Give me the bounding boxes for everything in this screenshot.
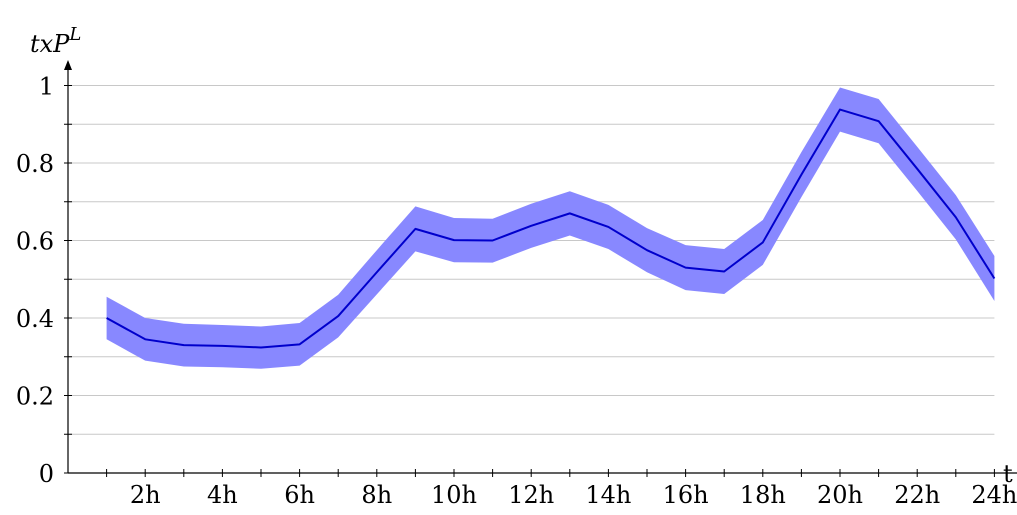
x-axis-label: t bbox=[1003, 460, 1013, 488]
x-tick-label: 12h bbox=[508, 481, 554, 509]
x-tick-label: 2h bbox=[130, 481, 161, 509]
x-tick-label: 18h bbox=[740, 481, 786, 509]
x-tick-label: 20h bbox=[817, 481, 863, 509]
gridlines bbox=[68, 85, 995, 435]
y-tick-label: 0.8 bbox=[16, 150, 54, 178]
y-tick-label: 0.4 bbox=[16, 305, 54, 333]
y-axis-label: txPL bbox=[30, 24, 81, 58]
series-line bbox=[106, 108, 996, 349]
tick-marks bbox=[64, 85, 995, 477]
y-axis-label-main: txP bbox=[30, 30, 70, 58]
x-tick-label: 22h bbox=[894, 481, 940, 509]
y-axis-label-superscript: L bbox=[68, 24, 81, 45]
x-tick-label: 6h bbox=[284, 481, 315, 509]
y-tick-label: 0.6 bbox=[16, 228, 54, 256]
x-tick-label: 16h bbox=[663, 481, 709, 509]
axis-titles: txPL t bbox=[30, 24, 1013, 488]
axes bbox=[64, 60, 1017, 474]
x-tick-label: 4h bbox=[207, 481, 238, 509]
y-tick-label: 1 bbox=[39, 73, 54, 101]
confidence-band-layer bbox=[106, 87, 995, 369]
y-tick-label: 0 bbox=[39, 460, 54, 488]
series-line-layer bbox=[106, 108, 996, 349]
y-axis-arrow bbox=[64, 60, 72, 70]
y-tick-label: 0.2 bbox=[16, 383, 54, 411]
confidence-band bbox=[106, 87, 995, 369]
x-tick-label: 24h bbox=[971, 481, 1017, 509]
x-tick-label: 10h bbox=[431, 481, 477, 509]
x-tick-label: 14h bbox=[585, 481, 631, 509]
x-tick-label: 8h bbox=[361, 481, 392, 509]
